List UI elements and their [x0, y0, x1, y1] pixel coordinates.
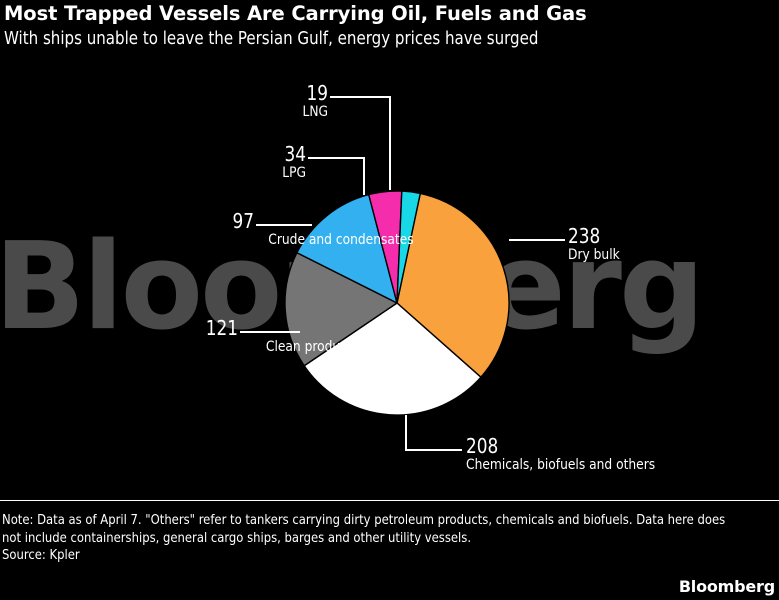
- page-title: Most Trapped Vessels Are Carrying Oil, F…: [4, 2, 587, 25]
- callout-clean: 121 Clean products: [0, 316, 358, 355]
- note-line-2: biofuels. Data here does not include con…: [2, 512, 726, 546]
- footer-divider: [0, 500, 779, 501]
- callout-lng-value: 19: [306, 81, 328, 105]
- pie-slice-dry-bulk[interactable]: [396, 192, 510, 379]
- callout-crude: 97 Crude and condensates: [0, 209, 414, 248]
- pie-chart: 19 LNG 34 LPG 97 Crude and condensates 1…: [0, 60, 779, 500]
- leader-line-chemicals: [405, 415, 462, 451]
- leader-line-lpg: [308, 157, 365, 195]
- pie-slice-crude-and-condensates[interactable]: [295, 193, 399, 305]
- callout-clean-label: Clean products: [265, 339, 358, 355]
- leader-line-lng: [330, 96, 391, 190]
- callout-clean-value: 121: [205, 316, 238, 340]
- callout-chemicals: 208 Chemicals, biofuels and others: [466, 435, 667, 474]
- callout-lpg-value: 34: [284, 142, 306, 166]
- note-source: Source: Kpler: [2, 547, 80, 563]
- note-line-1: Note: Data as of April 7. "Others" refer…: [2, 512, 580, 528]
- pie-chart-svg: [240, 96, 565, 451]
- callout-chemicals-value: 208: [466, 434, 499, 458]
- pie-slices: [284, 190, 510, 416]
- pie-slice-lng[interactable]: [396, 190, 422, 304]
- pie-slice-chemicals-biofuels-and-others[interactable]: [303, 302, 482, 416]
- callout-drybulk: 238 Dry bulk: [568, 225, 623, 264]
- callout-drybulk-label: Dry bulk: [568, 247, 620, 263]
- pie-slice-clean-products[interactable]: [284, 251, 399, 367]
- chart-note: Note: Data as of April 7. "Others" refer…: [2, 512, 730, 565]
- leader-lines: [240, 96, 565, 451]
- chart-header: Most Trapped Vessels Are Carrying Oil, F…: [4, 2, 776, 51]
- callout-crude-value: 97: [232, 209, 254, 233]
- callout-lng: 19 LNG: [0, 82, 328, 121]
- bloomberg-logo: Bloomberg: [678, 577, 775, 596]
- callout-drybulk-value: 238: [568, 224, 601, 248]
- callout-lpg-label: LPG: [282, 165, 306, 181]
- callout-crude-label: Crude and condensates: [268, 232, 414, 248]
- callout-lng-label: LNG: [302, 104, 328, 120]
- callout-lpg: 34 LPG: [0, 143, 306, 182]
- callout-chemicals-label: Chemicals, biofuels and others: [466, 457, 656, 473]
- page-subtitle: With ships unable to leave the Persian G…: [4, 28, 539, 49]
